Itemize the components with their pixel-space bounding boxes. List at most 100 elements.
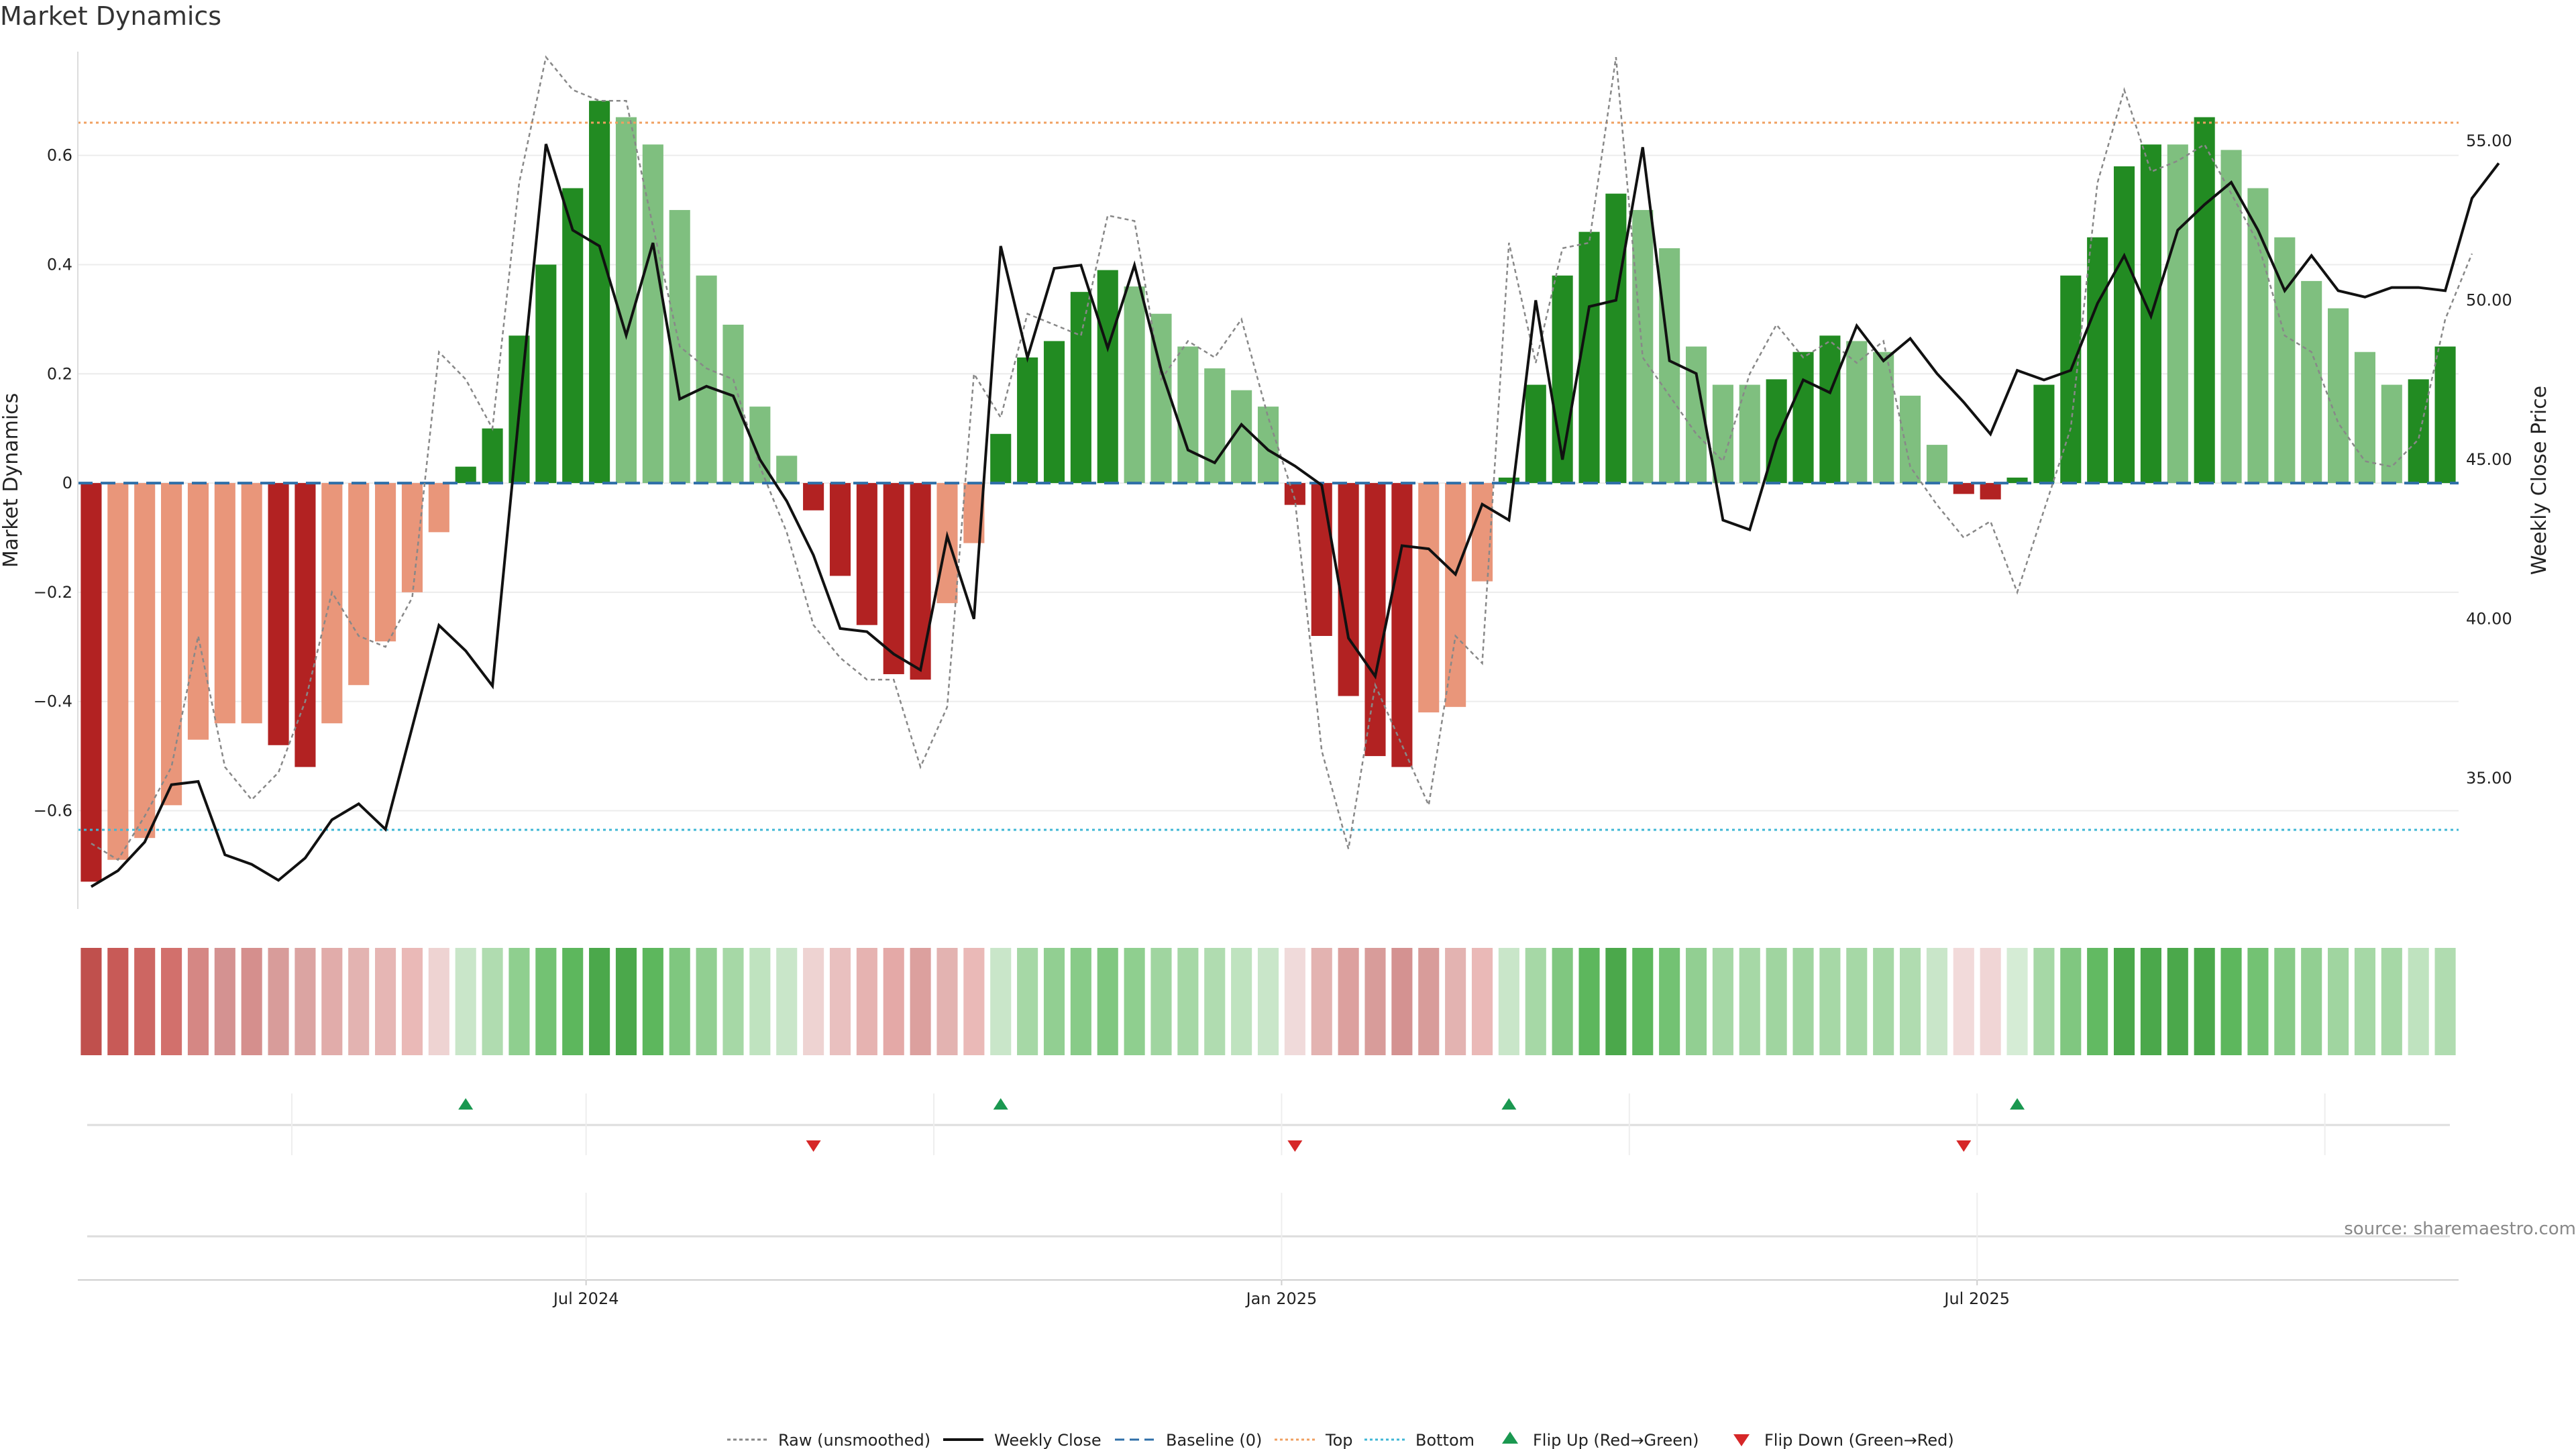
regime-cell bbox=[1498, 948, 1519, 1055]
momentum-bar bbox=[696, 275, 717, 484]
regime-cell bbox=[268, 948, 289, 1055]
momentum-bar bbox=[1819, 335, 1841, 484]
momentum-bar bbox=[2194, 117, 2215, 484]
regime-cell bbox=[2408, 948, 2429, 1055]
regime-cell bbox=[615, 948, 637, 1055]
legend-item-top[interactable]: Top bbox=[1275, 1431, 1353, 1449]
y2-axis-label: Weekly Close Price bbox=[2528, 386, 2551, 575]
regime-cell bbox=[1017, 948, 1038, 1055]
legend-item-flipdown[interactable]: Flip Down (Green→Red) bbox=[1733, 1431, 1954, 1449]
chart-title: Market Dynamics bbox=[0, 1, 222, 31]
regime-cell bbox=[1124, 948, 1145, 1055]
y-tick-label: 0 bbox=[62, 474, 72, 492]
momentum-bar bbox=[2328, 308, 2349, 484]
momentum-bar bbox=[562, 188, 584, 484]
regime-cell bbox=[1257, 948, 1279, 1055]
flip-up-marker bbox=[458, 1098, 474, 1110]
legend-item-baseline[interactable]: Baseline (0) bbox=[1115, 1431, 1262, 1449]
flip-up-marker bbox=[2010, 1098, 2025, 1110]
momentum-bar bbox=[1097, 270, 1118, 484]
momentum-bar bbox=[1338, 483, 1359, 696]
regime-cell bbox=[1873, 948, 1894, 1055]
momentum-bar bbox=[856, 483, 877, 625]
regime-cell bbox=[1980, 948, 2001, 1055]
regime-cell bbox=[749, 948, 771, 1055]
regime-cell bbox=[562, 948, 584, 1055]
flip-up-marker bbox=[993, 1098, 1008, 1110]
regime-cell bbox=[1899, 948, 1921, 1055]
y-tick-label: −0.6 bbox=[34, 801, 72, 820]
momentum-bar bbox=[2274, 237, 2296, 484]
legend-item-bottom[interactable]: Bottom bbox=[1364, 1431, 1474, 1449]
momentum-bar bbox=[535, 264, 557, 484]
momentum-bar bbox=[1070, 292, 1091, 484]
legend-label: Top bbox=[1325, 1431, 1353, 1449]
regime-cell bbox=[589, 948, 610, 1055]
momentum-bar bbox=[161, 483, 182, 806]
momentum-bar bbox=[1712, 384, 1733, 484]
legend-label: Bottom bbox=[1415, 1431, 1474, 1449]
regime-cell bbox=[241, 948, 262, 1055]
momentum-bar bbox=[1177, 346, 1199, 484]
regime-cell bbox=[1150, 948, 1172, 1055]
regime-cell bbox=[107, 948, 129, 1055]
regime-cell bbox=[294, 948, 316, 1055]
regime-cell bbox=[1471, 948, 1493, 1055]
regime-cell bbox=[1712, 948, 1733, 1055]
momentum-bar bbox=[2167, 144, 2188, 484]
flip-down-marker bbox=[1956, 1140, 1972, 1152]
regime-cell bbox=[1632, 948, 1654, 1055]
regime-cell bbox=[1578, 948, 1600, 1055]
momentum-bar bbox=[2408, 379, 2429, 484]
momentum-bar bbox=[2006, 477, 2028, 484]
regime-cell bbox=[1097, 948, 1118, 1055]
momentum-bar bbox=[615, 117, 637, 484]
momentum-bar bbox=[1578, 231, 1600, 484]
momentum-bar bbox=[1659, 248, 1680, 484]
regime-cell bbox=[2060, 948, 2082, 1055]
y2-tick-label: 45.00 bbox=[2466, 450, 2512, 469]
regime-cell bbox=[2006, 948, 2028, 1055]
legend-item-raw[interactable]: Raw (unsmoothed) bbox=[727, 1431, 930, 1449]
regime-cell bbox=[80, 948, 102, 1055]
legend-label: Baseline (0) bbox=[1166, 1431, 1262, 1449]
momentum-bar bbox=[1471, 483, 1493, 582]
y-tick-label: −0.2 bbox=[34, 583, 72, 602]
regime-cell bbox=[1177, 948, 1199, 1055]
momentum-bar bbox=[214, 483, 235, 724]
legend-swatch-flip-up bbox=[1502, 1432, 1518, 1444]
momentum-bar bbox=[1980, 483, 2001, 500]
regime-cell bbox=[321, 948, 343, 1055]
regime-strip bbox=[80, 948, 2456, 1055]
reference-lines bbox=[78, 121, 2459, 831]
momentum-bar bbox=[1953, 483, 1974, 494]
momentum-bar bbox=[829, 483, 851, 576]
momentum-bar bbox=[2060, 275, 2082, 484]
regime-cell bbox=[1792, 948, 1814, 1055]
momentum-bar bbox=[2247, 188, 2269, 484]
momentum-bar bbox=[2087, 237, 2108, 484]
momentum-bar bbox=[1124, 286, 1145, 484]
regime-cell bbox=[1284, 948, 1305, 1055]
legend-label: Raw (unsmoothed) bbox=[778, 1431, 930, 1449]
regime-cell bbox=[2033, 948, 2055, 1055]
regime-cell bbox=[214, 948, 235, 1055]
momentum-bar bbox=[1926, 445, 1947, 484]
y2-tick-label: 55.00 bbox=[2466, 131, 2512, 150]
regime-cell bbox=[910, 948, 931, 1055]
legend-item-weekly[interactable]: Weekly Close bbox=[943, 1431, 1102, 1449]
y-tick-label: 0.4 bbox=[47, 255, 72, 274]
momentum-bar bbox=[2033, 384, 2055, 484]
legend[interactable]: Raw (unsmoothed) Weekly Close Baseline (0)… bbox=[727, 1431, 1954, 1449]
regime-cell bbox=[1819, 948, 1841, 1055]
momentum-bar bbox=[482, 428, 503, 484]
momentum-bar bbox=[187, 483, 209, 740]
regime-cell bbox=[1043, 948, 1065, 1055]
regime-cell bbox=[990, 948, 1012, 1055]
regime-cell bbox=[2434, 948, 2456, 1055]
legend-item-flipup[interactable]: Flip Up (Red→Green) bbox=[1502, 1431, 1699, 1449]
weekly-close-series bbox=[90, 144, 2500, 888]
momentum-bar bbox=[589, 101, 610, 484]
momentum-bars bbox=[80, 101, 2456, 882]
